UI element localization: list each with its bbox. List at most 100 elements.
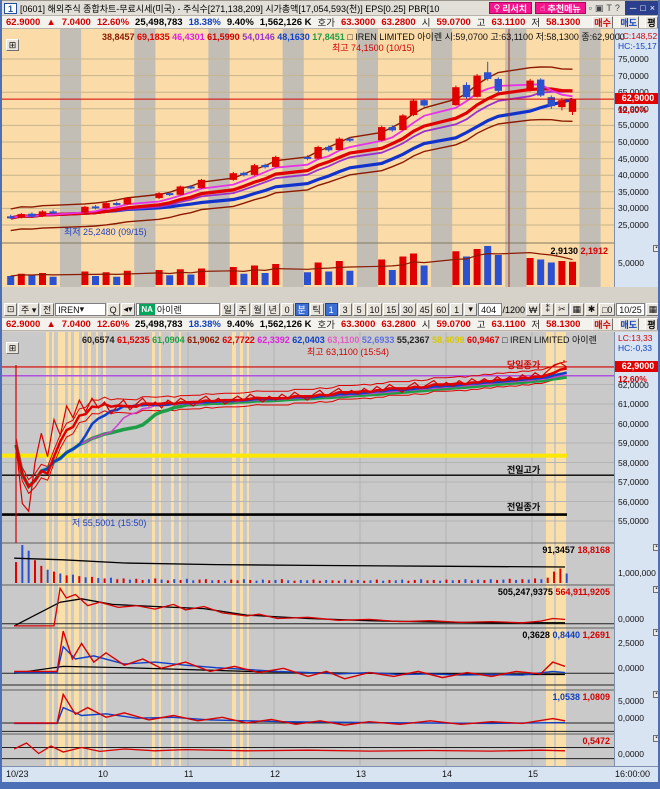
close-icon[interactable]: ×	[649, 3, 655, 13]
sound-combo[interactable]: ◂▾	[120, 303, 136, 316]
panel-collapse-icon[interactable]: ▪	[653, 544, 658, 551]
minute-button-45-6[interactable]: 45	[416, 303, 433, 316]
window-title: [0601] 해외주식 종합차트-무료시세(미국) - 주식수[271,138,…	[20, 3, 440, 14]
chart-grid-settings-icon[interactable]: ⊞	[6, 342, 19, 354]
avg-button[interactable]: 평	[644, 16, 658, 28]
quote-value: 63.3000	[341, 318, 376, 330]
quote-value: 9.40%	[226, 16, 254, 28]
period-button-주[interactable]: 주	[235, 303, 250, 316]
quote-value: 고	[476, 18, 486, 29]
minute-combo-icon[interactable]: ▾	[464, 303, 478, 316]
y-axis-label: 40,0000	[618, 170, 649, 181]
jeon-button[interactable]: 전	[40, 303, 55, 316]
current-price-tag: 62,9000	[615, 360, 658, 372]
compare-icon[interactable]: ⁑	[541, 303, 555, 316]
time-label: 15	[528, 769, 539, 779]
panel-collapse-icon[interactable]: ▪	[653, 245, 658, 252]
quote-value: 시	[421, 320, 431, 331]
hc-value: HC:-15,17	[618, 41, 657, 51]
quote-value: 9.40%	[226, 318, 254, 330]
quote-value: 시	[421, 18, 431, 29]
quote-value: 63.1100	[491, 16, 526, 28]
won-icon[interactable]: ₩	[526, 303, 541, 316]
text-tool-icon[interactable]: T	[606, 3, 612, 13]
overlay-checkbox[interactable]: □0	[599, 303, 616, 316]
chart1-quote-row: 62.9000 ▲ 7.0400 12.60% 25,498,783 18.38% 9.40…	[2, 15, 658, 29]
symbol-combo[interactable]: IREN ▾	[55, 303, 106, 316]
minimize-icon[interactable]: ─	[629, 3, 637, 13]
minute-button-3-1[interactable]: 3	[338, 303, 352, 316]
minute-button-1-8[interactable]: 1	[450, 303, 464, 316]
time-label: 14	[442, 769, 453, 779]
buy-button[interactable]: 매수	[592, 318, 613, 330]
daily-chart-area[interactable]: LC:148,52HC:-15,1775,000070,000065,00006…	[2, 29, 658, 287]
intraday-chart-area[interactable]: LC:13,33 HC:-0,33 62,9000 12,60% 62,0000 61,0…	[2, 332, 658, 766]
quote-value: 63.3000	[341, 16, 376, 28]
y-axis-label: 60,0000	[618, 418, 649, 429]
panel-collapse-icon[interactable]: ▪	[653, 691, 658, 698]
lc-value: LC:148,52	[618, 31, 658, 41]
panel-axis-label: 2,5000	[618, 638, 644, 648]
period-button-0[interactable]: 0	[280, 303, 294, 316]
market-badge: NA	[139, 304, 155, 315]
calendar-icon[interactable]: ▦	[645, 303, 658, 316]
quote-value: 58.1300	[546, 318, 581, 330]
time-label: 10	[98, 769, 109, 779]
y-axis-label: 70,0000	[618, 70, 649, 81]
stock-name: 아이렌	[156, 305, 182, 315]
buy-button[interactable]: 매수	[592, 16, 613, 28]
quote-value: 59.0700	[436, 318, 471, 330]
period-button-틱[interactable]: 틱	[309, 303, 324, 316]
help-icon[interactable]: ?	[614, 3, 620, 13]
panel-axis-label: 0,0000	[618, 663, 644, 673]
y-axis-label: 35,0000	[618, 186, 649, 197]
dock-icon[interactable]: ▫	[588, 3, 592, 13]
quote-value: 고	[476, 320, 486, 331]
chart-grid-settings-icon[interactable]: ⊞	[6, 39, 19, 51]
period-button-일[interactable]: 일	[220, 303, 235, 316]
quote-value: 25,498,783	[135, 318, 183, 330]
panel-collapse-icon[interactable]: ▪	[653, 735, 658, 742]
period-button-년[interactable]: 년	[265, 303, 280, 316]
daily-chart-price-axis: LC:148,52HC:-15,1775,000070,000065,00006…	[614, 29, 658, 287]
avg-button[interactable]: 평	[644, 318, 658, 330]
minute-button-10-3[interactable]: 10	[366, 303, 383, 316]
y-axis-label: 57,0000	[618, 477, 649, 487]
intraday-chart-canvas[interactable]	[2, 332, 614, 766]
y-axis-label: 25,0000	[618, 220, 649, 230]
window-select-icon[interactable]: ⊡	[4, 303, 18, 316]
time-label: 10/23	[6, 769, 29, 779]
minute-button-15-4[interactable]: 15	[383, 303, 400, 316]
sell-button[interactable]: 매도	[618, 16, 639, 28]
minute-button-30-5[interactable]: 30	[400, 303, 416, 316]
period-button-분[interactable]: 분	[294, 303, 309, 316]
minute-button-5-2[interactable]: 5	[352, 303, 366, 316]
thumbs-up-icon: ☝	[540, 2, 546, 13]
period-button-월[interactable]: 월	[250, 303, 265, 316]
scissors-icon[interactable]: ✂	[555, 303, 569, 316]
mode-combo[interactable]: 주 ▾	[18, 303, 40, 316]
y-axis-label: 56,0000	[618, 496, 649, 507]
layout-icon[interactable]: ▣	[594, 2, 604, 13]
lc-value: LC:13,33	[618, 333, 653, 343]
intraday-chart-price-axis: LC:13,33 HC:-0,33 62,9000 12,60% 62,0000 61,0…	[614, 332, 658, 766]
panel-collapse-icon[interactable]: ▪	[653, 586, 658, 593]
search-icon[interactable]: Q	[106, 303, 120, 316]
hc-value: HC:-0,33	[618, 343, 653, 353]
research-button[interactable]: ⚲ 리서치	[488, 2, 533, 14]
quote-value: 저	[531, 320, 541, 331]
gear-icon[interactable]: ✱	[584, 303, 599, 316]
daily-chart-canvas[interactable]	[2, 29, 614, 287]
date-input[interactable]: 10/25	[616, 303, 645, 316]
change-percent-tag: 12,60%	[618, 105, 647, 116]
sell-button[interactable]: 매도	[618, 318, 639, 330]
minute-button-1-0[interactable]: 1	[324, 303, 338, 316]
maximize-icon[interactable]: □	[640, 3, 646, 13]
minute-button-60-7[interactable]: 60	[433, 303, 450, 316]
save-icon[interactable]: ▦	[569, 303, 584, 316]
bar-count-input[interactable]: 404	[478, 303, 502, 316]
panel-collapse-icon[interactable]: ▪	[653, 629, 658, 636]
recommend-menu-button[interactable]: ☝ 추천메뉴	[535, 2, 586, 14]
